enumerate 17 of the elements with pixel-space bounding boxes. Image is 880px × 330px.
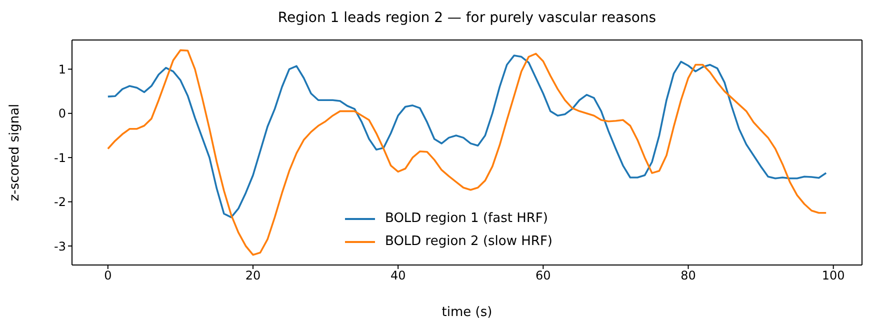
y-tick-label: -1	[54, 150, 66, 165]
legend-label: BOLD region 1 (fast HRF)	[385, 210, 548, 228]
line-series	[107, 49, 827, 256]
x-axis-title: time (s)	[442, 305, 492, 320]
x-tick-label: 0	[104, 268, 112, 283]
x-tick-label: 100	[822, 268, 845, 283]
x-tick-label: 20	[245, 268, 261, 283]
y-tick-label: 0	[58, 106, 66, 121]
y-axis-title: z-scored signal	[8, 104, 23, 202]
x-tick-label: 80	[680, 268, 696, 283]
x-tick-label: 60	[536, 268, 551, 283]
y-tick-label: -2	[54, 195, 66, 210]
y-tick-label: 1	[58, 62, 66, 76]
legend-label: BOLD region 2 (slow HRF)	[385, 233, 552, 251]
chart-title: Region 1 leads region 2 — for purely vascular reasons	[276, 10, 658, 26]
x-tick-label: 40	[390, 268, 406, 283]
y-tick-label: -3	[54, 239, 66, 254]
